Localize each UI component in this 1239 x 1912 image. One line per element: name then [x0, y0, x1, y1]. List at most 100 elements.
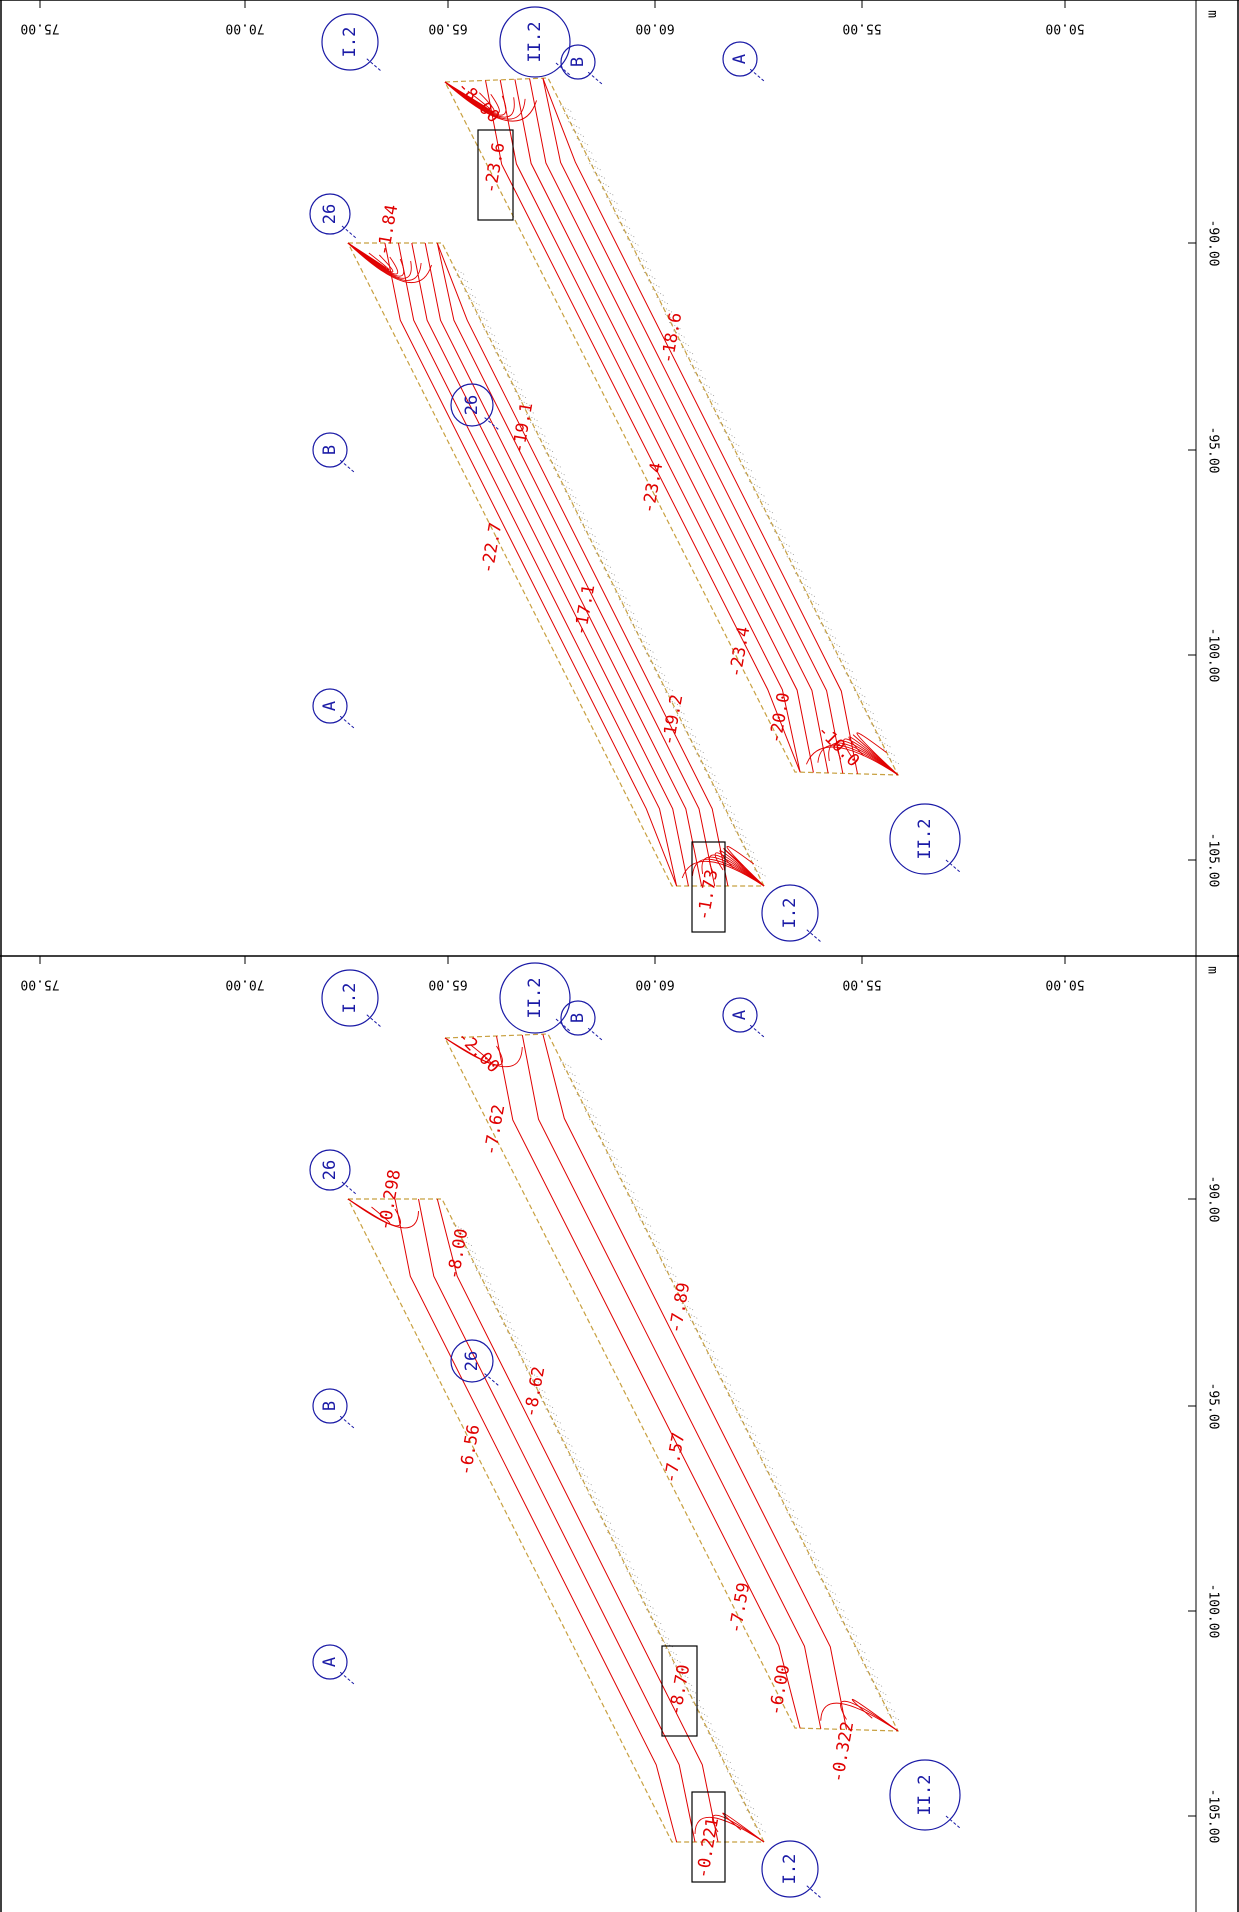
hatch-mark — [870, 1679, 883, 1688]
hatch-mark — [660, 1261, 673, 1269]
hatch-mark — [887, 756, 900, 765]
hatch-mark — [685, 355, 699, 364]
hatch-mark — [774, 1487, 787, 1495]
contour-value-label: -8.62 — [521, 1365, 550, 1419]
hatch-mark — [464, 290, 477, 299]
grid-marker-circle — [309, 1149, 351, 1191]
hatch-mark — [820, 1579, 833, 1587]
hatch-mark — [585, 1110, 598, 1119]
hatch-mark — [518, 398, 531, 407]
hatch-mark — [669, 1278, 682, 1286]
hatch-mark — [799, 1537, 812, 1545]
grid-marker-circle — [560, 44, 596, 80]
hatch-mark — [638, 1593, 651, 1602]
hatch-mark — [874, 1687, 888, 1696]
contour-value-label: -1.73 — [694, 868, 723, 922]
grid-marker-label: II.2 — [525, 978, 545, 1019]
hatch-mark — [642, 645, 655, 654]
hatch-mark — [638, 637, 651, 646]
hatch-mark — [692, 745, 705, 754]
hatch-mark — [742, 846, 755, 854]
hatch-mark — [832, 1604, 846, 1612]
grid-marker-label: 26 — [320, 204, 340, 224]
hatch-mark — [698, 1336, 711, 1345]
hatch-mark — [627, 1194, 640, 1203]
hatch-mark — [746, 853, 759, 862]
hatch-mark — [677, 338, 690, 347]
hatch-mark — [732, 1403, 745, 1412]
x-tick-label: 60.00 — [635, 21, 674, 36]
hatch-mark — [866, 1671, 879, 1679]
hatch-mark — [887, 1712, 900, 1721]
hatch-mark — [568, 498, 581, 507]
hatch-mark — [711, 405, 724, 414]
hatch-mark — [611, 1539, 624, 1548]
hatch-mark — [510, 383, 524, 391]
hatch-mark — [533, 1385, 547, 1394]
hatch-mark — [719, 422, 732, 431]
hatch-mark — [723, 1386, 736, 1395]
hatch-mark — [514, 390, 527, 399]
hatch-mark — [740, 1420, 753, 1428]
hatch-mark — [727, 1771, 740, 1779]
contour-line — [485, 80, 801, 773]
hatch-mark — [853, 1646, 867, 1654]
grid-marker-leader — [587, 1027, 603, 1041]
hatch-mark — [499, 1316, 512, 1324]
hatch-mark — [591, 1501, 605, 1509]
hatch-mark — [614, 591, 628, 600]
hatch-mark — [734, 830, 748, 839]
grid-marker-circle — [499, 6, 571, 78]
hatch-mark — [631, 246, 644, 255]
hatch-mark — [601, 188, 615, 196]
hatch-mark — [782, 547, 795, 556]
hatch-mark — [676, 714, 690, 723]
hatch-mark — [761, 506, 774, 514]
hatch-mark — [630, 622, 643, 630]
hatch-mark — [702, 1344, 715, 1353]
hatch-mark — [811, 606, 825, 615]
hatch-mark — [537, 437, 551, 445]
hatch-mark — [715, 414, 728, 422]
hatch-mark — [774, 531, 787, 539]
hatch-mark — [723, 807, 736, 816]
hatch-mark — [564, 491, 578, 499]
hatch-mark — [824, 1587, 837, 1596]
hatch-mark — [736, 455, 749, 464]
hatch-mark — [669, 699, 682, 708]
hatch-mark — [526, 414, 539, 422]
hatch-mark — [676, 1670, 690, 1679]
hatch-mark — [661, 684, 674, 692]
hatch-mark — [631, 1202, 644, 1211]
hatch-mark — [564, 1068, 577, 1077]
hatch-mark — [514, 1346, 527, 1355]
hatch-mark — [719, 1378, 732, 1387]
hatch-mark — [452, 1223, 466, 1232]
hatch-mark — [541, 444, 554, 453]
hatch-mark — [652, 1244, 665, 1253]
hatch-mark — [593, 171, 606, 180]
hatch-mark — [681, 347, 694, 355]
hatch-mark — [645, 653, 659, 661]
grid-marker-label: I.2 — [340, 27, 360, 58]
hatch-mark — [692, 1701, 705, 1710]
hatch-mark — [614, 213, 627, 221]
hatch-mark — [595, 552, 609, 561]
hatch-mark — [597, 1135, 610, 1144]
hatch-mark — [568, 1077, 581, 1085]
hatch-mark — [502, 367, 516, 376]
hatch-mark — [533, 429, 547, 438]
grid-marker-circle — [309, 193, 351, 235]
hatch-mark — [688, 738, 701, 746]
end-contour — [840, 1700, 899, 1732]
hatch-mark — [506, 375, 520, 384]
y-tick-label: -100.00 — [1206, 628, 1221, 683]
hatch-mark — [849, 1637, 862, 1646]
hatch-mark — [614, 1547, 628, 1556]
contour-value-label: -7.59 — [726, 1581, 755, 1635]
end-contour — [843, 738, 899, 776]
hatch-mark — [491, 1300, 504, 1309]
hatch-mark — [782, 1503, 795, 1512]
hatch-mark — [483, 1285, 496, 1293]
hatch-mark — [580, 522, 593, 530]
